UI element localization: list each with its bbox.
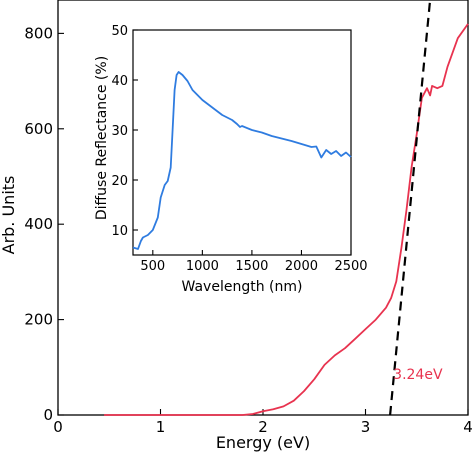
main-x-tick-label: 2 [258,418,268,436]
main-x-axis-label: Energy (eV) [216,433,310,452]
main-series-line-0 [104,23,469,416]
inset-series [132,71,352,250]
main-x-tick-label: 4 [463,418,473,436]
inset-y-tick-label: 10 [111,224,128,239]
main-series [104,0,469,416]
main-y-tick-label: 400 [24,215,53,233]
inset-y-tick-label: 40 [111,74,128,89]
inset-chart: 500 1000 1500 2000 2500 10 20 30 40 50 Wavelength… [94,24,368,295]
main-y-tick-label: 800 [24,24,53,42]
inset-y-tick-label: 20 [111,174,128,189]
inset-y-axis-label: Diffuse Reflectance (%) [94,56,110,220]
inset-y-tick-label: 30 [111,124,128,139]
inset-x-tick-label: 500 [140,259,165,274]
main-x-tick-label: 3 [361,418,371,436]
inset-plot-background [133,30,351,255]
inset-x-tick-label: 1000 [186,259,219,274]
main-y-tick-label: 600 [24,120,53,138]
inset-x-tick-label: 1500 [235,259,268,274]
inset-series-line-0 [132,71,352,250]
band-gap-annotation: 3.24eV [393,367,443,383]
main-x-tick-label: 1 [156,418,166,436]
inset-x-tick-label: 2000 [285,259,318,274]
main-y-tick-label: 0 [43,406,53,424]
inset-y-tick-label: 50 [111,24,128,39]
main-series-line-1 [389,0,432,416]
inset-ticks: 500 1000 1500 2000 2500 10 20 30 40 50 [111,24,367,274]
main-y-tick-label: 200 [24,311,53,329]
main-x-tick-label: 0 [53,418,63,436]
inset-x-axis-label: Wavelength (nm) [182,279,303,295]
inset-x-tick-label: 2500 [334,259,367,274]
inset-plot-frame [132,29,352,256]
main-y-axis-label: Arb. Units [0,176,18,255]
